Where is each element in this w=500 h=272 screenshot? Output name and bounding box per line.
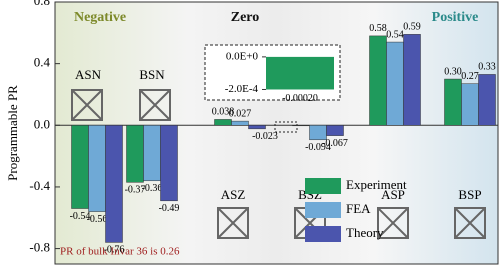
value-label: 0.58 [369,23,387,34]
value-label: 0.30 [444,66,462,77]
inset-tick-label: 0.0E+0 [226,50,259,62]
bar [292,125,310,127]
y-tick-label: 0.8 [34,0,50,8]
bar [143,125,161,182]
value-label: -0.56 [87,214,108,225]
y-tick-label: 0.4 [34,55,51,70]
value-label: -0.49 [159,203,180,214]
region-label: Positive [432,10,479,25]
category-label: ASN [75,67,102,82]
value-label: 0.27 [461,71,479,82]
value-label: 0.33 [478,62,496,73]
icons [71,89,486,239]
value-label: -0.37 [125,185,146,196]
value-label: -0.54 [70,211,91,222]
legend-label: FEA [346,201,371,216]
category-label: ASP [381,187,405,202]
y-tick-label: -0.4 [29,178,50,193]
value-label: 0.59 [403,22,421,33]
bar [88,125,106,212]
legend-swatch [305,226,341,242]
category-label: BSN [139,67,165,82]
bar [126,125,144,183]
legend-swatch [305,202,341,218]
inset-bar [266,56,334,90]
bar [403,34,421,126]
bar [369,35,387,126]
region-label: Zero [231,10,260,25]
legend-label: Theory [346,225,384,240]
value-label: -0.023 [252,131,278,142]
region-label: Negative [74,10,126,25]
value-label: -0.76 [104,245,125,256]
inset-tick-label: -2.0E-4 [225,83,259,95]
value-label: -0.067 [322,138,348,149]
value-label: -0.094 [305,142,331,153]
bar [71,125,89,209]
value-label: -0.36 [142,183,163,194]
annotation: PR of bulk Invar 36 is 0.26 [60,246,180,258]
bar [160,125,178,202]
value-label: -0.00020 [282,93,318,104]
bar [461,83,479,126]
bar [386,41,404,126]
legend-swatch [305,178,341,194]
y-tick-label: -0.8 [29,240,50,255]
bar [214,119,232,126]
bar [478,74,496,126]
category-label: BSP [458,187,481,202]
value-label: 0.54 [386,29,404,40]
bar [326,125,344,136]
value-label: 0.038 [212,107,235,118]
value-label: 0.027 [229,108,252,119]
y-axis-label: Programmable PR [5,85,20,181]
bar [248,125,266,130]
legend-label: Experiment [346,177,407,192]
bar [444,78,462,126]
bar [105,125,123,243]
y-tick-label: 0.0 [34,116,50,131]
bar [231,120,249,126]
category-label: ASZ [221,187,246,202]
